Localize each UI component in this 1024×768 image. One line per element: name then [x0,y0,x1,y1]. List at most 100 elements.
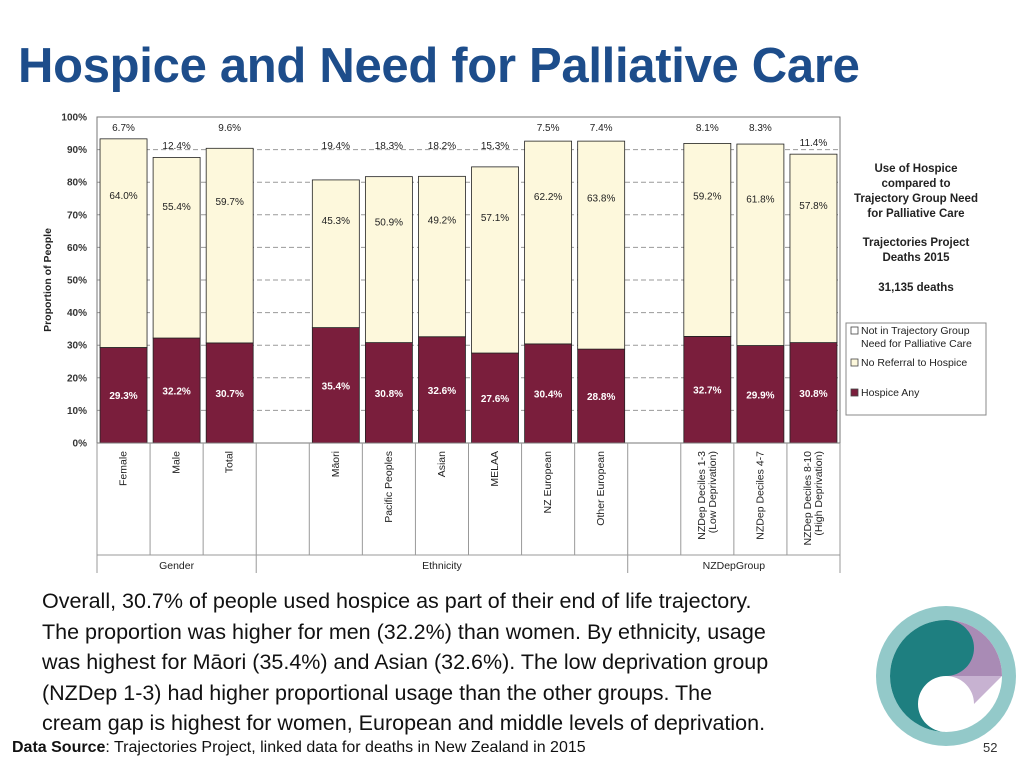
chart-annotation: Trajectory Group Need [854,193,978,205]
legend-label: No Referral to Hospice [861,357,967,369]
legend-swatch [850,388,859,397]
value-label-hospice: 32.2% [162,387,190,398]
group-label: NZDepGroup [703,560,766,572]
value-label-hospice: 30.8% [799,389,827,400]
value-label-hospice: 32.6% [428,386,456,397]
bar-no-referral [205,147,254,344]
legend-label: Hospice Any [861,387,920,399]
legend-label: Not in Trajectory Group [861,325,970,337]
value-label-no-referral: 57.1% [481,213,509,224]
value-label-not-in-group: 19.4% [322,141,350,152]
bar-no-referral [683,143,732,337]
group-label: Gender [159,560,195,572]
bar-hospice-any [577,348,626,444]
legend-box [845,322,987,416]
category-label: Other European [595,451,607,526]
bar-no-referral [577,140,626,350]
y-tick-label: 60% [67,243,87,254]
category-label: NZ European [542,451,554,514]
y-tick-label: 10% [67,406,87,417]
category-label: Female [118,451,130,486]
y-tick-label: 0% [73,439,88,450]
value-label-no-referral: 61.8% [746,194,774,205]
value-label-no-referral: 64.0% [109,191,137,202]
summary-line-1: Overall, 30.7% of people used hospice as… [42,589,752,613]
y-tick-label: 80% [67,178,87,189]
bar-hospice-any [99,347,148,444]
value-label-no-referral: 49.2% [428,216,456,227]
bar-no-referral [364,176,413,343]
category-label: (High Deprivation) [813,451,825,536]
summary-line-3: was highest for Māori (35.4%) and Asian … [42,650,769,674]
bar-no-referral [99,138,148,348]
y-tick-label: 50% [67,276,87,287]
value-label-no-referral: 45.3% [322,216,350,227]
category-label: MELAA [489,451,501,487]
category-label: Māori [330,451,342,477]
value-label-no-referral: 59.7% [215,197,243,208]
value-label-not-in-group: 7.4% [590,123,613,134]
value-label-hospice: 30.4% [534,389,562,400]
value-label-hospice: 30.7% [215,389,243,400]
value-label-not-in-group: 11.4% [800,138,828,149]
data-source-note: Data Source: Trajectories Project, linke… [12,739,586,757]
value-label-not-in-group: 6.7% [112,123,135,134]
bar-hospice-any [364,342,413,444]
bar-no-referral [789,153,838,343]
legend-label: Need for Palliative Care [861,338,972,350]
value-label-not-in-group: 15.3% [481,141,509,152]
chart-annotation: Use of Hospice [874,163,957,175]
value-label-no-referral: 50.9% [375,217,403,228]
value-label-not-in-group: 8.1% [696,123,719,134]
value-label-not-in-group: 18.3% [375,141,403,152]
bar-no-referral [311,179,360,328]
bar-hospice-any [205,342,254,444]
group-label: Ethnicity [422,560,462,572]
chart-annotation: for Palliative Care [867,208,964,220]
chart-annotation: Trajectories Project [863,237,970,249]
data-source-label: Data Source [12,739,106,756]
category-label: NZDep Deciles 4-7 [754,451,766,540]
value-label-hospice: 30.8% [375,389,403,400]
value-label-not-in-group: 12.4% [162,141,190,152]
bar-no-referral [418,175,466,338]
summary-line-5: cream gap is highest for women, European… [42,711,766,735]
stacked-bar-chart: 0% 10% 20% 30% 40% 50% 60% 70% 80% 90% 100% Proport… [42,113,987,573]
value-label-hospice: 35.4% [322,381,350,392]
value-label-not-in-group: 8.3% [749,123,772,134]
bar-hospice-any [683,335,732,444]
y-tick-label: 100% [61,113,87,124]
data-source-text: : Trajectories Project, linked data for … [105,739,586,756]
value-label-no-referral: 63.8% [587,193,615,204]
value-label-hospice: 29.3% [109,391,137,402]
page-number: 52 [983,740,998,755]
value-label-no-referral: 62.2% [534,192,562,203]
bar-hospice-any [789,342,838,444]
y-axis-title: Proportion of People [42,228,54,332]
summary-line-2: The proportion was higher for men (32.2%… [42,619,766,644]
bar-no-referral [736,143,785,346]
bar-no-referral [152,157,201,339]
y-tick-label: 90% [67,145,87,156]
legend-swatch [850,326,859,335]
value-label-not-in-group: 9.6% [218,123,241,134]
y-tick-label: 30% [67,341,87,352]
y-tick-label: 20% [67,373,87,384]
summary-line-4: (NZDep 1-3) had higher proportional usag… [42,680,713,705]
y-tick-label: 70% [67,210,87,221]
category-label: Total [224,451,236,473]
bar-hospice-any [152,337,201,444]
bar-no-referral [471,166,519,354]
category-label: Male [171,451,183,474]
value-label-hospice: 29.9% [746,390,774,401]
category-label: NZDep Deciles 8-10 [802,451,814,546]
value-label-no-referral: 57.8% [799,201,827,212]
bar-hospice-any [471,352,519,444]
category-label: Pacific Peoples [383,451,395,523]
category-label: NZDep Deciles 1-3 [696,451,708,540]
value-label-hospice: 28.8% [587,392,615,403]
y-tick-label: 40% [67,308,87,319]
slide-title: Hospice and Need for Palliative Care [18,39,860,93]
value-label-hospice: 32.7% [693,386,721,397]
bar-hospice-any [524,343,573,444]
